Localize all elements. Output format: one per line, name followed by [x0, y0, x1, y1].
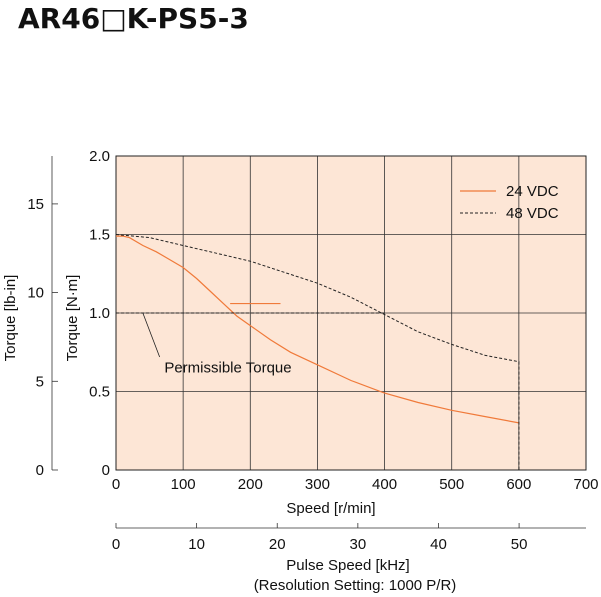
series-layer [115, 234, 520, 470]
secondary-y-axis: 0 5 10 15 [27, 156, 58, 479]
x-tick-label: 200 [238, 476, 263, 493]
x-tick-label: 400 [372, 476, 397, 493]
permissible-torque-label: Permissible Torque [164, 360, 291, 377]
x-tick-label: 500 [439, 476, 464, 493]
y-tick-label: 2.0 [89, 148, 110, 165]
x-tick-label: 300 [305, 476, 330, 493]
secondary-y-tick-label: 0 [36, 462, 44, 479]
secondary-y-tick-label: 10 [27, 285, 44, 302]
y-tick-label: 0 [102, 462, 110, 479]
secondary-y-tick-label: 15 [27, 196, 44, 213]
x-tick-label: 700 [573, 476, 598, 493]
secondary-x-tick-label: 40 [430, 536, 447, 553]
series-line-48vdc [115, 234, 520, 470]
secondary-y-axis-label: Torque [lb-in] [2, 275, 19, 362]
y-tick-label: 1.5 [89, 227, 110, 244]
y-axis-label: Torque [N·m] [64, 275, 81, 362]
series-line-24vdc [116, 235, 520, 424]
page-title: AR46□K-PS5-3 [18, 2, 249, 35]
secondary-x-axis-label: Pulse Speed [kHz] [286, 557, 409, 574]
secondary-x-tick-label: 20 [269, 536, 286, 553]
y-tick-label: 0.5 [89, 384, 110, 401]
x-tick-label: 600 [506, 476, 531, 493]
y-axis-ticks: 0 0.5 1.0 1.5 2.0 [89, 148, 110, 479]
y-tick-label: 1.0 [89, 305, 110, 322]
legend: 24 VDC 48 VDC [460, 183, 559, 222]
permissible-torque-leader [142, 312, 161, 358]
secondary-x-axis-note: (Resolution Setting: 1000 P/R) [254, 577, 457, 594]
secondary-x-tick-label: 0 [112, 536, 120, 553]
secondary-y-tick-label: 5 [36, 373, 44, 390]
secondary-x-tick-label: 50 [511, 536, 528, 553]
x-tick-label: 0 [112, 476, 120, 493]
x-axis-label: Speed [r/min] [286, 500, 375, 517]
x-axis-ticks: 0 100 200 300 400 500 600 700 [112, 476, 599, 493]
secondary-x-tick-label: 10 [188, 536, 205, 553]
secondary-x-tick-label: 30 [350, 536, 367, 553]
x-tick-label: 100 [171, 476, 196, 493]
secondary-x-axis: 0 10 20 30 40 50 [112, 523, 586, 553]
legend-label-48vdc: 48 VDC [506, 205, 559, 222]
legend-label-24vdc: 24 VDC [506, 183, 559, 200]
